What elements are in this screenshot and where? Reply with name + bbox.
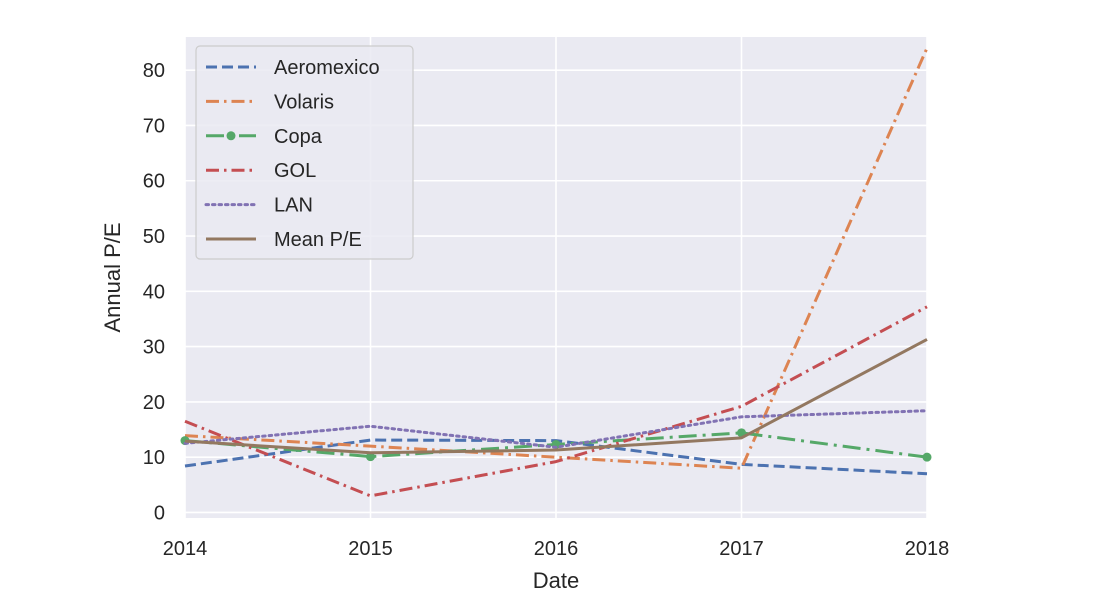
x-tick-label: 2018	[905, 538, 950, 560]
series-line-mean-p-e	[184, 338, 928, 455]
x-axis-ticks: 2014 2015 2016 2017 2018	[163, 538, 950, 560]
legend-label-lan: LAN	[274, 195, 313, 217]
y-axis-label: Annual P/E	[100, 222, 125, 332]
x-tick-label: 2014	[163, 538, 208, 560]
series-mean-p-e	[184, 338, 928, 455]
y-tick-label: 50	[143, 226, 165, 248]
x-tick-label: 2016	[534, 538, 579, 560]
legend-item-mean-p-e: Mean P/E	[206, 229, 362, 251]
legend-label-mean-p-e: Mean P/E	[274, 229, 362, 251]
y-axis-ticks: 0 10 20 30 40 50 60 70 80	[143, 60, 165, 524]
series-line-lan	[183, 409, 929, 449]
legend-label-aeromexico: Aeromexico	[274, 57, 380, 79]
legend: Aeromexico Volaris Copa GOL LAN Mean P/E	[195, 45, 414, 260]
legend-label-volaris: Volaris	[274, 91, 334, 113]
x-tick-label: 2017	[719, 538, 764, 560]
legend-label-copa: Copa	[274, 126, 323, 148]
y-tick-label: 80	[143, 60, 165, 82]
legend-item-lan: LAN	[204, 195, 313, 217]
y-tick-label: 10	[143, 447, 165, 469]
legend-marker-copa	[226, 131, 236, 141]
series-gol	[184, 305, 928, 498]
x-tick-label: 2015	[348, 538, 393, 560]
legend-label-gol: GOL	[274, 160, 316, 182]
y-tick-label: 30	[143, 337, 165, 359]
legend-item-volaris: Volaris	[206, 91, 334, 113]
y-tick-label: 60	[143, 171, 165, 193]
series-line-gol	[184, 305, 928, 498]
data-point-copa	[366, 452, 375, 462]
x-axis-label: Date	[533, 568, 579, 593]
y-tick-label: 0	[154, 502, 165, 524]
series-layer	[180, 47, 932, 498]
legend-frame	[195, 45, 414, 260]
legend-item-aeromexico: Aeromexico	[206, 57, 380, 79]
legend-item-gol: GOL	[206, 160, 316, 182]
series-lan	[183, 409, 929, 449]
y-tick-label: 20	[143, 392, 165, 414]
legend-item-copa: Copa	[206, 126, 323, 148]
y-tick-label: 40	[143, 281, 165, 303]
y-tick-label: 70	[143, 115, 165, 137]
data-point-copa	[922, 452, 932, 462]
